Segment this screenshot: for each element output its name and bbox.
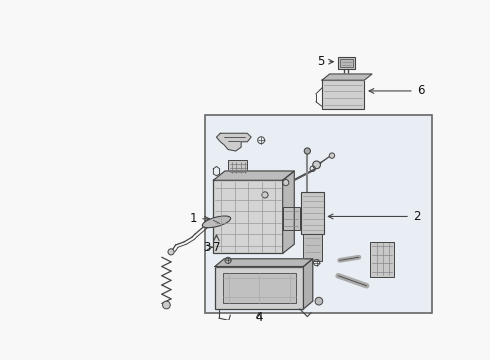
Bar (303, 234, 322, 261)
Circle shape (315, 297, 323, 305)
Ellipse shape (202, 216, 231, 228)
Circle shape (329, 153, 335, 158)
Circle shape (283, 180, 289, 186)
Bar (322, 80, 365, 109)
Bar (228, 160, 247, 174)
Text: 5: 5 (317, 55, 333, 68)
Polygon shape (283, 171, 294, 253)
Bar (205, 115, 432, 313)
Text: 7: 7 (213, 241, 220, 254)
Bar (283, 207, 300, 230)
Circle shape (304, 148, 311, 154)
Text: 3: 3 (203, 241, 213, 254)
Circle shape (313, 161, 320, 169)
Polygon shape (217, 133, 251, 151)
Text: 6: 6 (369, 85, 424, 98)
Circle shape (168, 249, 174, 255)
Circle shape (262, 192, 268, 198)
Polygon shape (214, 171, 294, 180)
Bar (215, 266, 303, 309)
Bar (222, 273, 296, 303)
Polygon shape (215, 259, 313, 266)
Bar (370, 242, 393, 276)
Bar (214, 180, 283, 253)
Bar (338, 57, 355, 69)
Bar (301, 192, 324, 234)
Text: 2: 2 (328, 210, 420, 223)
Bar (341, 59, 353, 67)
Polygon shape (303, 259, 313, 309)
Polygon shape (322, 74, 372, 80)
Text: 1: 1 (190, 212, 209, 225)
Text: 4: 4 (255, 311, 263, 324)
Circle shape (163, 301, 171, 309)
